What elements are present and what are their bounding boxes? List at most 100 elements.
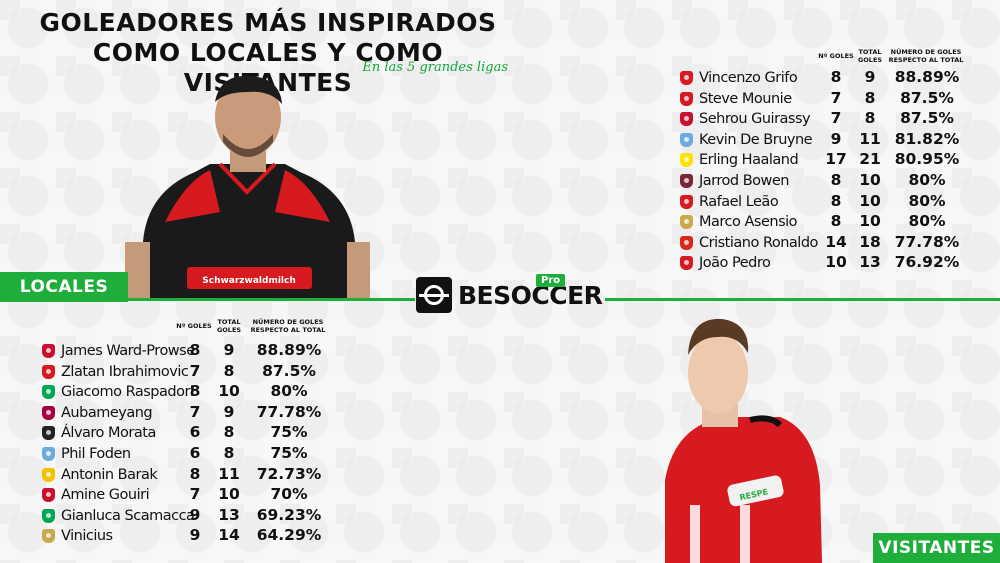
cell-pct: 81.82% xyxy=(894,129,960,148)
club-crest-icon xyxy=(680,215,693,230)
cell-pct: 80.95% xyxy=(894,150,960,169)
cell-total: 11 xyxy=(859,129,881,148)
club-crest-icon xyxy=(680,71,693,85)
home-col-total: TOTAL GOLES xyxy=(216,318,242,334)
table-row: James Ward-Prowse 8 9 88.89% xyxy=(42,341,342,361)
away-player-image: RESPE xyxy=(630,305,830,563)
subtitle: En las 5 grandes ligas xyxy=(362,60,508,75)
player-name: Vincenzo Grifo xyxy=(699,70,798,86)
cell-goals: 7 xyxy=(189,485,201,504)
home-col-goals: Nº GOLES xyxy=(176,322,212,330)
cell-goals: 8 xyxy=(830,191,842,210)
cell-goals: 8 xyxy=(830,212,842,231)
cell-goals: 7 xyxy=(189,361,201,380)
cell-pct: 77.78% xyxy=(894,232,960,251)
title-line-2: COMO LOCALES Y COMO VISITANTES xyxy=(92,38,444,97)
home-scorers-table: Nº GOLES TOTAL GOLES NÚMERO DE GOLES RES… xyxy=(42,318,342,548)
cell-total: 8 xyxy=(223,361,235,380)
cell-goals: 10 xyxy=(825,253,847,272)
cell-pct: 88.89% xyxy=(894,68,960,86)
cell-pct: 80% xyxy=(908,191,946,210)
cell-total: 8 xyxy=(864,88,876,107)
table-row: Giacomo Raspadori 8 10 80% xyxy=(42,382,342,402)
table-row: Sehrou Guirassy 7 8 87.5% xyxy=(680,109,980,129)
cell-total: 8 xyxy=(223,423,235,442)
cell-goals: 8 xyxy=(189,464,201,483)
club-crest-icon xyxy=(42,447,55,461)
cell-goals: 17 xyxy=(825,150,847,169)
table-row: Steve Mounie 7 8 87.5% xyxy=(680,89,980,109)
cell-goals: 6 xyxy=(189,444,201,462)
player-name: Amine Gouiri xyxy=(61,487,150,504)
cell-goals: 8 xyxy=(189,341,201,359)
player-name: Antonin Barak xyxy=(61,466,158,483)
cell-pct: 87.5% xyxy=(900,109,954,128)
table-row: Gianluca Scamacca 9 13 69.23% xyxy=(42,506,342,526)
player-name: Cristiano Ronaldo xyxy=(699,234,818,251)
cell-goals: 9 xyxy=(189,526,201,545)
player-name: Phil Foden xyxy=(61,446,131,462)
away-col-goals: Nº GOLES xyxy=(818,52,854,60)
cell-goals: 7 xyxy=(830,109,842,128)
club-crest-icon xyxy=(42,488,55,503)
cell-total: 8 xyxy=(223,444,235,462)
brand-name: BESOCCER xyxy=(458,280,603,310)
cell-pct: 75% xyxy=(270,423,308,442)
cell-pct: 77.78% xyxy=(256,402,322,421)
player-name: Rafael Leão xyxy=(699,193,779,210)
cell-goals: 8 xyxy=(830,171,842,189)
home-label: LOCALES xyxy=(0,272,128,302)
player-name: Sehrou Guirassy xyxy=(699,111,811,128)
table-row: Aubameyang 7 9 77.78% xyxy=(42,403,342,423)
cell-pct: 88.89% xyxy=(256,341,322,359)
cell-total: 18 xyxy=(859,232,881,251)
cell-total: 21 xyxy=(859,150,881,169)
table-row: Erling Haaland 17 21 80.95% xyxy=(680,150,980,170)
player-name: Aubameyang xyxy=(61,404,153,421)
cell-goals: 7 xyxy=(830,88,842,107)
player-name: João Pedro xyxy=(699,255,771,272)
away-band-line xyxy=(605,298,1000,301)
cell-goals: 9 xyxy=(189,505,201,524)
club-crest-icon xyxy=(680,132,693,147)
title-line-1: GOLEADORES MÁS INSPIRADOS xyxy=(39,8,497,37)
player-name: Gianluca Scamacca xyxy=(61,507,195,524)
svg-text:Schwarzwaldmilch: Schwarzwaldmilch xyxy=(202,276,296,286)
table-row: Vinicius 9 14 64.29% xyxy=(42,526,342,546)
table-row: Amine Gouiri 7 10 70% xyxy=(42,485,342,505)
club-crest-icon xyxy=(680,256,693,271)
away-scorers-table: Nº GOLES TOTAL GOLES NÚMERO DE GOLES RES… xyxy=(680,48,980,273)
player-name: Jarrod Bowen xyxy=(699,173,790,189)
besoccer-ball-icon xyxy=(416,277,452,313)
cell-total: 9 xyxy=(223,402,235,421)
home-band-line xyxy=(0,298,415,301)
brand-pro-badge: Pro xyxy=(536,274,566,287)
table-row: João Pedro 10 13 76.92% xyxy=(680,253,980,273)
cell-pct: 80% xyxy=(908,212,946,231)
club-crest-icon xyxy=(680,112,693,127)
cell-total: 10 xyxy=(218,382,240,401)
cell-total: 8 xyxy=(864,109,876,128)
cell-pct: 80% xyxy=(908,171,946,189)
club-crest-icon xyxy=(42,529,55,544)
club-crest-icon xyxy=(42,385,55,400)
home-player-image: Schwarzwaldmilch xyxy=(125,72,370,298)
cell-pct: 72.73% xyxy=(256,464,322,483)
club-crest-icon xyxy=(680,235,693,250)
cell-total: 9 xyxy=(223,341,235,359)
club-crest-icon xyxy=(42,344,55,358)
table-row: Rafael Leão 8 10 80% xyxy=(680,192,980,212)
club-crest-icon xyxy=(680,174,693,188)
table-row: Álvaro Morata 6 8 75% xyxy=(42,423,342,443)
besoccer-logo: BESOCCER Pro xyxy=(416,274,603,313)
cell-goals: 6 xyxy=(189,423,201,442)
player-name: Kevin De Bruyne xyxy=(699,131,813,148)
club-crest-icon xyxy=(42,426,55,441)
table-row: Kevin De Bruyne 9 11 81.82% xyxy=(680,130,980,150)
cell-total: 10 xyxy=(859,212,881,231)
away-col-total: TOTAL GOLES xyxy=(857,48,883,64)
cell-goals: 14 xyxy=(825,232,847,251)
table-row: Phil Foden 6 8 75% xyxy=(42,444,342,464)
player-name: James Ward-Prowse xyxy=(61,343,195,359)
club-crest-icon xyxy=(42,467,55,482)
